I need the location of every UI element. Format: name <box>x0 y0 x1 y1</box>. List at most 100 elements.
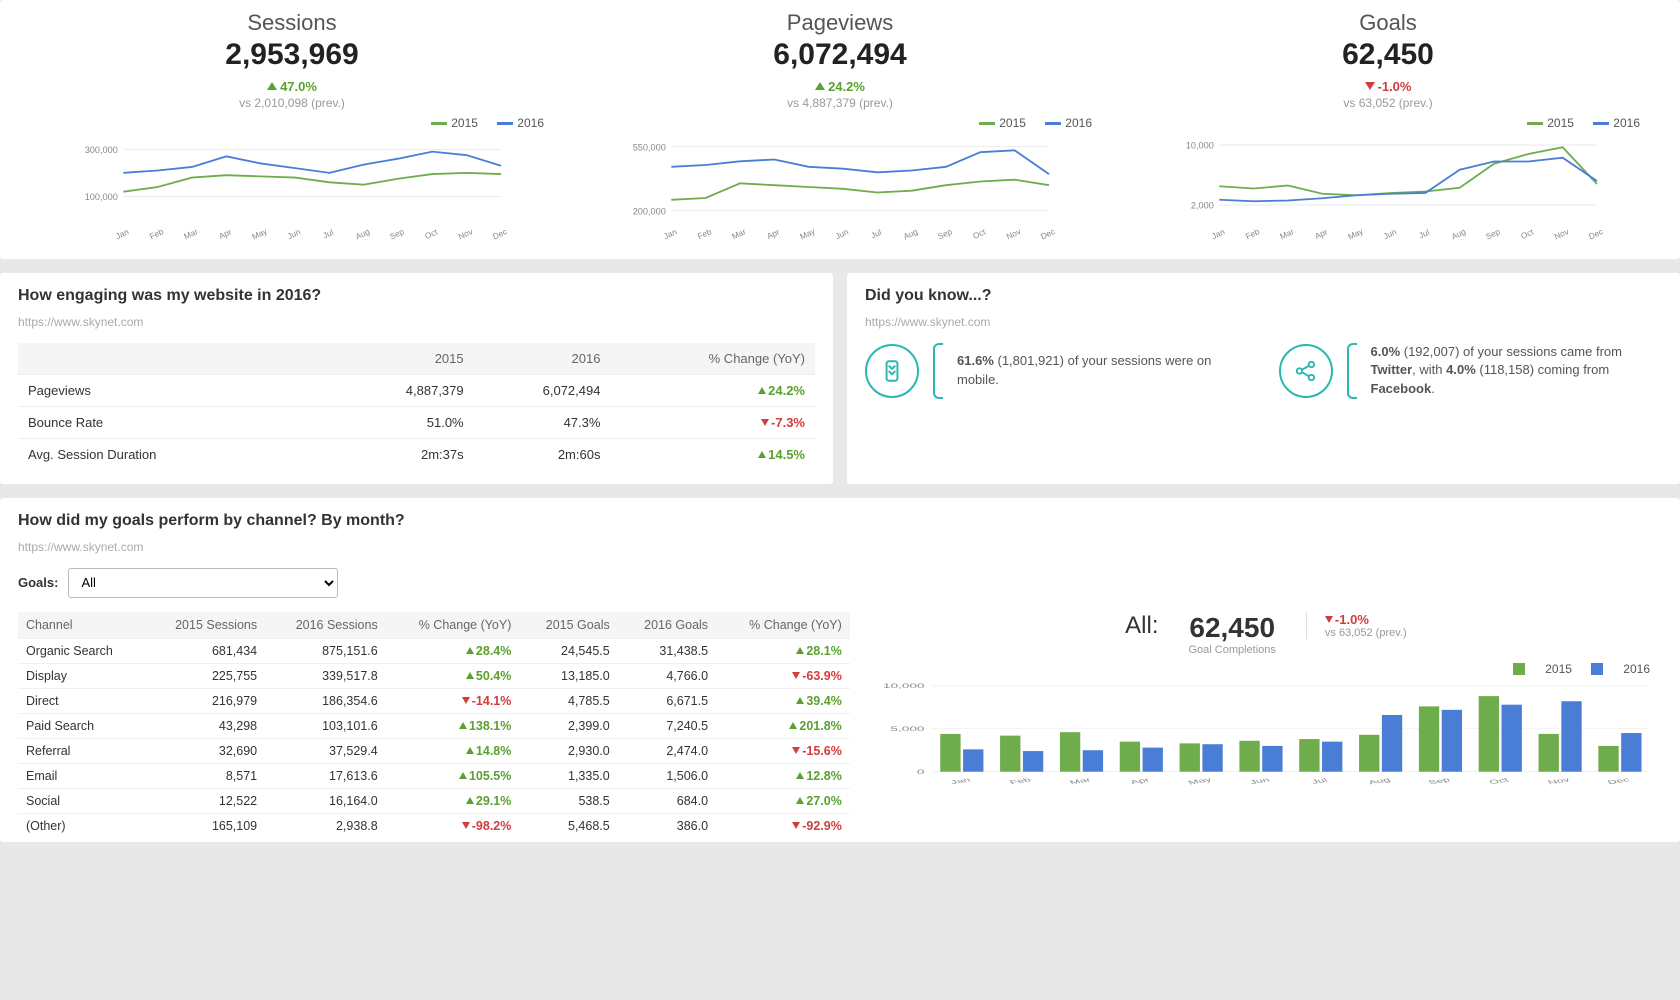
svg-text:Jan: Jan <box>949 776 973 785</box>
metric-title: Pageviews <box>566 10 1114 36</box>
channel-table: Channel2015 Sessions2016 Sessions% Chang… <box>18 612 850 838</box>
svg-text:Jun: Jun <box>286 227 302 241</box>
svg-text:100,000: 100,000 <box>85 192 118 202</box>
svg-text:300,000: 300,000 <box>85 144 118 154</box>
table-header <box>18 343 337 375</box>
table-header: 2015 Sessions <box>145 612 266 639</box>
svg-text:Jun: Jun <box>1248 776 1272 785</box>
svg-text:Sep: Sep <box>1426 776 1452 785</box>
goals-total-sub: Goal Completions <box>1188 644 1275 656</box>
svg-text:Feb: Feb <box>148 226 165 240</box>
dyk-item: 61.6% (1,801,921) of your sessions were … <box>865 343 1249 399</box>
metric-value: 6,072,494 <box>566 38 1114 72</box>
svg-text:May: May <box>1186 776 1213 785</box>
svg-text:Jun: Jun <box>1382 227 1398 241</box>
svg-text:Dec: Dec <box>1039 227 1056 241</box>
svg-text:Apr: Apr <box>218 227 234 241</box>
svg-text:10,000: 10,000 <box>1186 140 1214 150</box>
svg-text:Oct: Oct <box>1487 776 1510 785</box>
svg-text:Mar: Mar <box>731 227 748 241</box>
dyk-item: 6.0% (192,007) of your sessions came fro… <box>1279 343 1663 399</box>
bracket-icon <box>1347 343 1357 399</box>
svg-text:May: May <box>799 226 818 241</box>
metric-value: 2,953,969 <box>18 38 566 72</box>
table-row: Paid Search43,298103,101.6 138.1% 2,399.… <box>18 713 850 738</box>
table-row: Organic Search681,434875,151.6 28.4% 24,… <box>18 638 850 663</box>
table-header: 2016 <box>474 343 611 375</box>
svg-text:Nov: Nov <box>457 226 475 241</box>
metric-title: Goals <box>1114 10 1662 36</box>
svg-text:Jul: Jul <box>322 227 336 240</box>
svg-text:Oct: Oct <box>1520 227 1536 241</box>
table-row: Email8,57117,613.6 105.5% 1,335.01,506.0… <box>18 763 850 788</box>
table-header: % Change (YoY) <box>716 612 850 639</box>
metric-vs-prev: vs 63,052 (prev.) <box>1114 96 1662 110</box>
dyk-title: Did you know...? <box>865 287 1662 305</box>
dyk-text: 61.6% (1,801,921) of your sessions were … <box>957 352 1249 388</box>
svg-text:Dec: Dec <box>1587 227 1604 241</box>
dyk-url: https://www.skynet.com <box>865 315 1662 329</box>
metric-sessions: Sessions 2,953,969 47.0% vs 2,010,098 (p… <box>18 10 566 245</box>
svg-text:Aug: Aug <box>902 226 919 241</box>
svg-text:Jun: Jun <box>834 227 850 241</box>
dyk-text: 6.0% (192,007) of your sessions came fro… <box>1371 343 1663 398</box>
metric-vs-prev: vs 2,010,098 (prev.) <box>18 96 566 110</box>
metric-vs-prev: vs 4,887,379 (prev.) <box>566 96 1114 110</box>
metric-delta: 47.0% <box>267 79 317 94</box>
line-chart-pageviews: 200,000550,000JanFebMarAprMayJunJulAugSe… <box>566 132 1114 242</box>
svg-text:Sep: Sep <box>1484 226 1501 241</box>
svg-text:May: May <box>251 226 270 241</box>
table-header: 2015 <box>337 343 474 375</box>
line-chart-legend: 2015 2016 <box>566 116 1092 130</box>
metrics-card: Sessions 2,953,969 47.0% vs 2,010,098 (p… <box>0 0 1680 259</box>
svg-text:Apr: Apr <box>1129 776 1153 785</box>
table-header: 2016 Sessions <box>265 612 386 639</box>
svg-text:Oct: Oct <box>972 227 988 241</box>
goals-bar-chart: 05,00010,000JanFebMarAprMayJunJulAugSepO… <box>870 676 1662 786</box>
goals-url: https://www.skynet.com <box>18 540 1662 554</box>
table-header: Channel <box>18 612 145 639</box>
svg-text:Dec: Dec <box>1606 776 1632 785</box>
engagement-table: 20152016% Change (YoY) Pageviews4,887,37… <box>18 343 815 470</box>
table-row: Display225,755339,517.8 50.4% 13,185.04,… <box>18 663 850 688</box>
svg-text:Aug: Aug <box>1367 776 1393 785</box>
goals-delta: -1.0% <box>1325 612 1407 627</box>
svg-text:Sep: Sep <box>936 226 953 241</box>
svg-text:Feb: Feb <box>1244 226 1261 240</box>
goals-vs-prev: vs 63,052 (prev.) <box>1325 627 1407 639</box>
line-chart-goals: 2,00010,000JanFebMarAprMayJunJulAugSepOc… <box>1114 132 1662 242</box>
svg-text:Feb: Feb <box>696 226 713 240</box>
svg-text:Mar: Mar <box>1068 776 1094 785</box>
svg-text:200,000: 200,000 <box>633 206 666 216</box>
svg-text:Mar: Mar <box>1279 227 1296 241</box>
goals-select[interactable]: All <box>68 568 338 598</box>
goals-card: How did my goals perform by channel? By … <box>0 498 1680 842</box>
svg-text:Dec: Dec <box>491 227 508 241</box>
table-row: Avg. Session Duration2m:37s2m:60s 14.5% <box>18 438 815 470</box>
goals-total-value: 62,450 <box>1188 612 1275 644</box>
table-row: Direct216,979186,354.6 -14.1% 4,785.56,6… <box>18 688 850 713</box>
svg-text:550,000: 550,000 <box>633 142 666 152</box>
svg-text:0: 0 <box>917 768 925 775</box>
line-chart-legend: 2015 2016 <box>1114 116 1640 130</box>
svg-text:Jan: Jan <box>1210 227 1226 241</box>
svg-text:Sep: Sep <box>388 226 405 241</box>
svg-text:Jul: Jul <box>870 227 884 240</box>
goals-all-label: All: <box>1125 612 1158 640</box>
goals-title: How did my goals perform by channel? By … <box>18 512 1662 530</box>
engagement-url: https://www.skynet.com <box>18 315 815 329</box>
svg-text:Oct: Oct <box>424 227 440 241</box>
svg-text:Mar: Mar <box>183 227 200 241</box>
svg-text:10,000: 10,000 <box>883 682 925 689</box>
metric-goals: Goals 62,450 -1.0% vs 63,052 (prev.) 201… <box>1114 10 1662 245</box>
metric-delta: -1.0% <box>1365 79 1412 94</box>
svg-text:Nov: Nov <box>1005 226 1023 241</box>
mobile-icon <box>865 344 919 398</box>
svg-text:Apr: Apr <box>766 227 782 241</box>
svg-text:Aug: Aug <box>354 226 371 241</box>
bar-chart-legend: 2015 2016 <box>870 662 1650 676</box>
svg-text:Jul: Jul <box>1418 227 1432 240</box>
table-header: % Change (YoY) <box>386 612 520 639</box>
svg-text:Aug: Aug <box>1450 226 1467 241</box>
table-row: Pageviews4,887,3796,072,494 24.2% <box>18 374 815 406</box>
